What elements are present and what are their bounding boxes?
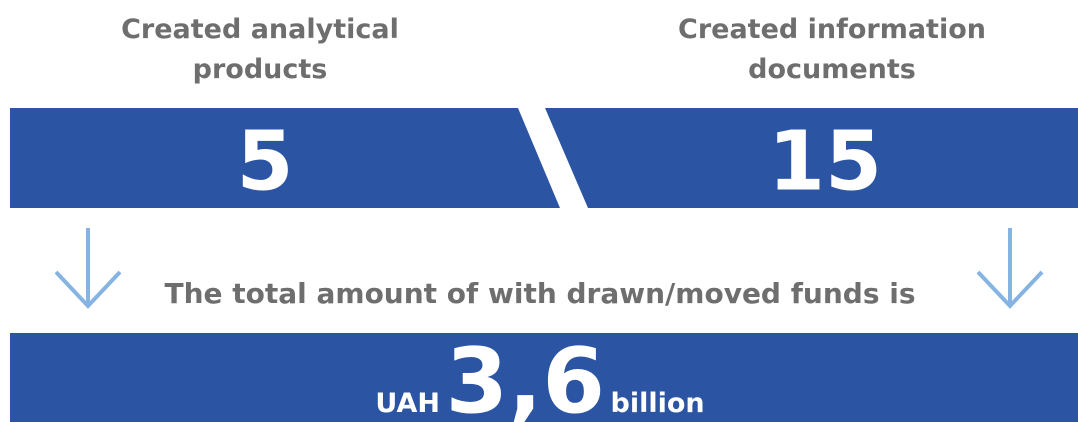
- currency: UAH: [375, 388, 440, 419]
- total-band: [10, 333, 1078, 422]
- amount: 3,6: [446, 329, 605, 422]
- unit: billion: [611, 388, 705, 419]
- right-title-line: Created information: [678, 14, 986, 45]
- left-band: [10, 108, 560, 208]
- left-value: 5: [236, 115, 293, 210]
- total-caption: The total amount of with drawn/moved fun…: [164, 277, 915, 310]
- arrows: [54, 228, 1044, 309]
- arrow-head: [976, 270, 1044, 309]
- right-band: [545, 108, 1078, 208]
- arrow-head: [54, 270, 122, 309]
- right-value: 15: [768, 115, 882, 210]
- total-amount-line: UAH 3,6 billion: [375, 329, 704, 422]
- left-title-line: Created analytical: [121, 14, 399, 45]
- left-title-line: products: [193, 54, 328, 85]
- right-title-line: documents: [748, 54, 916, 85]
